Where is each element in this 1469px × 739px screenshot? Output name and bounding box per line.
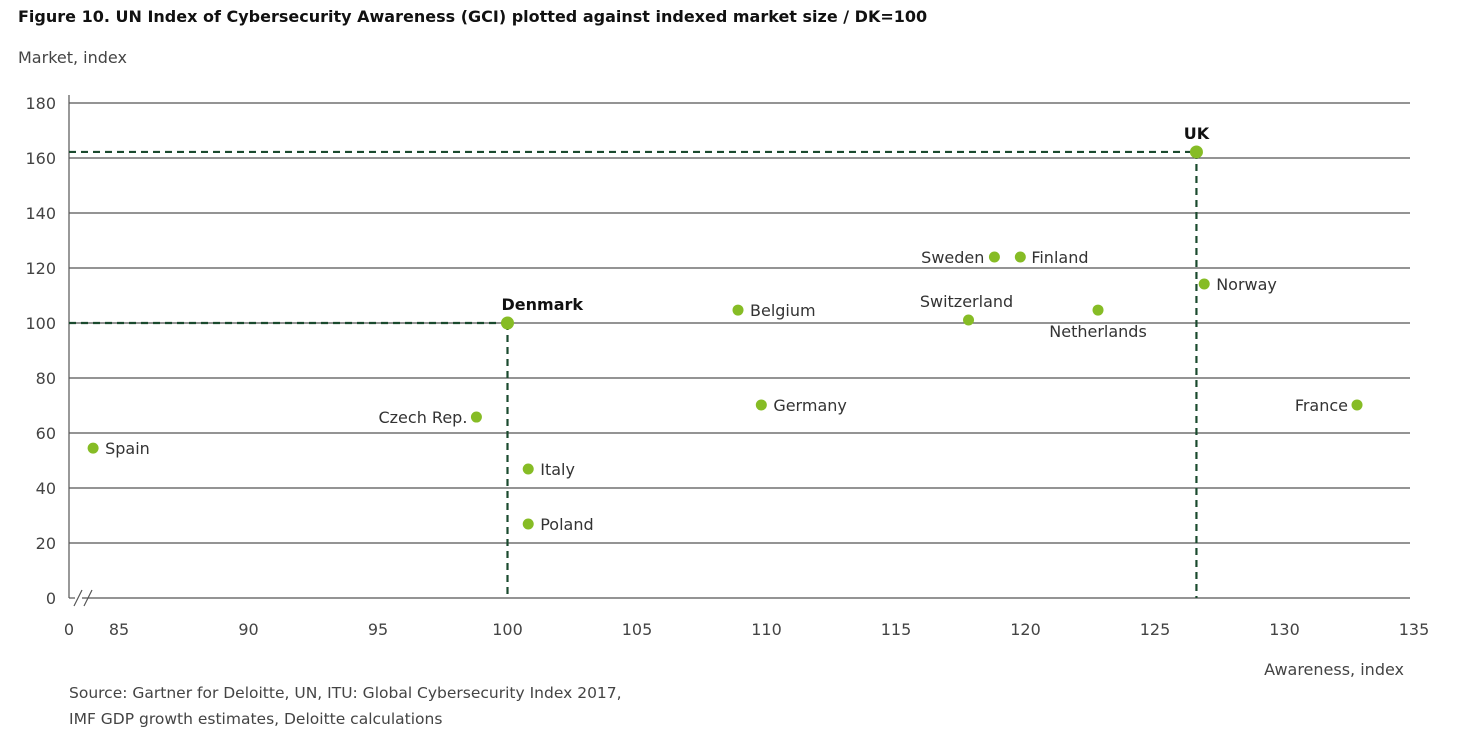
data-point-group: Germany xyxy=(755,396,847,415)
y-tick-label: 60 xyxy=(36,424,56,443)
break-slash xyxy=(73,589,83,607)
data-point xyxy=(1351,399,1363,411)
y-tick-labels: 0 20 40 60 80 100 120 140 160 180 xyxy=(25,94,56,608)
data-point-group: Finland xyxy=(1014,248,1088,267)
data-point-group: Czech Rep. xyxy=(378,408,482,427)
break-slash xyxy=(83,589,93,607)
data-point xyxy=(963,314,975,326)
data-point xyxy=(732,304,744,316)
x-tick-label: 110 xyxy=(751,620,782,639)
y-tick-label: 0 xyxy=(46,589,56,608)
data-point xyxy=(87,442,99,454)
data-points: Spain Czech Rep. Denmark Italy Poland Belgium… xyxy=(87,124,1363,534)
x-tick-label: 85 xyxy=(109,620,129,639)
source-line-2: IMF GDP growth estimates, Deloitte calcu… xyxy=(69,710,442,728)
data-point-group: Sweden xyxy=(921,248,1000,267)
x-tick-label: 130 xyxy=(1269,620,1300,639)
data-point-label: Switzerland xyxy=(920,292,1013,311)
data-point-label: Germany xyxy=(773,396,847,415)
y-tick-label: 120 xyxy=(25,259,56,278)
data-point-label: Netherlands xyxy=(1049,322,1147,341)
data-point xyxy=(1092,304,1104,316)
x-tick-label: 115 xyxy=(881,620,912,639)
data-point-group: Spain xyxy=(87,439,150,458)
chart-title: Figure 10. UN Index of Cybersecurity Awa… xyxy=(18,7,927,26)
data-point-group: Netherlands xyxy=(1049,304,1147,341)
data-point-label: France xyxy=(1295,396,1348,415)
y-tick-label: 160 xyxy=(25,149,56,168)
reference-lines xyxy=(69,150,1198,598)
data-point xyxy=(1198,278,1210,290)
data-point-group: Norway xyxy=(1198,275,1277,294)
data-point-group: Switzerland xyxy=(920,292,1013,326)
axis-break-marker xyxy=(73,589,93,607)
y-tick-label: 40 xyxy=(36,479,56,498)
data-point-group: Poland xyxy=(522,515,594,534)
y-axis-label: Market, index xyxy=(18,48,127,67)
x-tick-labels: 0 85 90 95 100 105 110 115 120 125 130 135 xyxy=(64,620,1429,639)
data-point-group: France xyxy=(1295,396,1363,415)
data-point xyxy=(988,251,1000,263)
y-tick-label: 80 xyxy=(36,369,56,388)
source-line-1: Source: Gartner for Deloitte, UN, ITU: G… xyxy=(69,684,622,702)
x-tick-label: 120 xyxy=(1010,620,1041,639)
data-point xyxy=(470,411,482,423)
data-point-label: Sweden xyxy=(921,248,984,267)
gridlines xyxy=(69,102,1410,599)
x-tick-label: 125 xyxy=(1140,620,1171,639)
x-tick-label: 105 xyxy=(622,620,653,639)
data-point-label: Czech Rep. xyxy=(378,408,467,427)
data-point-label: Finland xyxy=(1031,248,1088,267)
data-point-label: Poland xyxy=(540,515,593,534)
x-tick-label: 0 xyxy=(64,620,74,639)
x-tick-label: 90 xyxy=(238,620,258,639)
y-tick-label: 20 xyxy=(36,534,56,553)
data-point-group: Denmark xyxy=(501,295,583,330)
data-point-label: UK xyxy=(1184,124,1210,143)
x-tick-label: 135 xyxy=(1399,620,1430,639)
data-point-group: UK xyxy=(1184,124,1210,159)
y-tick-label: 180 xyxy=(25,94,56,113)
data-point-label: Norway xyxy=(1216,275,1277,294)
data-point xyxy=(501,316,514,330)
y-tick-label: 140 xyxy=(25,204,56,223)
x-axis-label: Awareness, index xyxy=(1264,660,1404,679)
data-point xyxy=(755,399,767,411)
data-point xyxy=(1189,145,1203,159)
data-point xyxy=(522,463,534,475)
data-point-group: Belgium xyxy=(732,301,816,320)
data-point-label: Belgium xyxy=(750,301,816,320)
x-tick-label: 100 xyxy=(492,620,523,639)
x-tick-label: 95 xyxy=(368,620,388,639)
data-point-label: Spain xyxy=(105,439,150,458)
data-point-group: Italy xyxy=(522,460,575,479)
data-point xyxy=(522,518,534,530)
data-point-label: Denmark xyxy=(502,295,584,314)
data-point xyxy=(1014,251,1026,263)
data-point-label: Italy xyxy=(540,460,575,479)
y-tick-label: 100 xyxy=(25,314,56,333)
